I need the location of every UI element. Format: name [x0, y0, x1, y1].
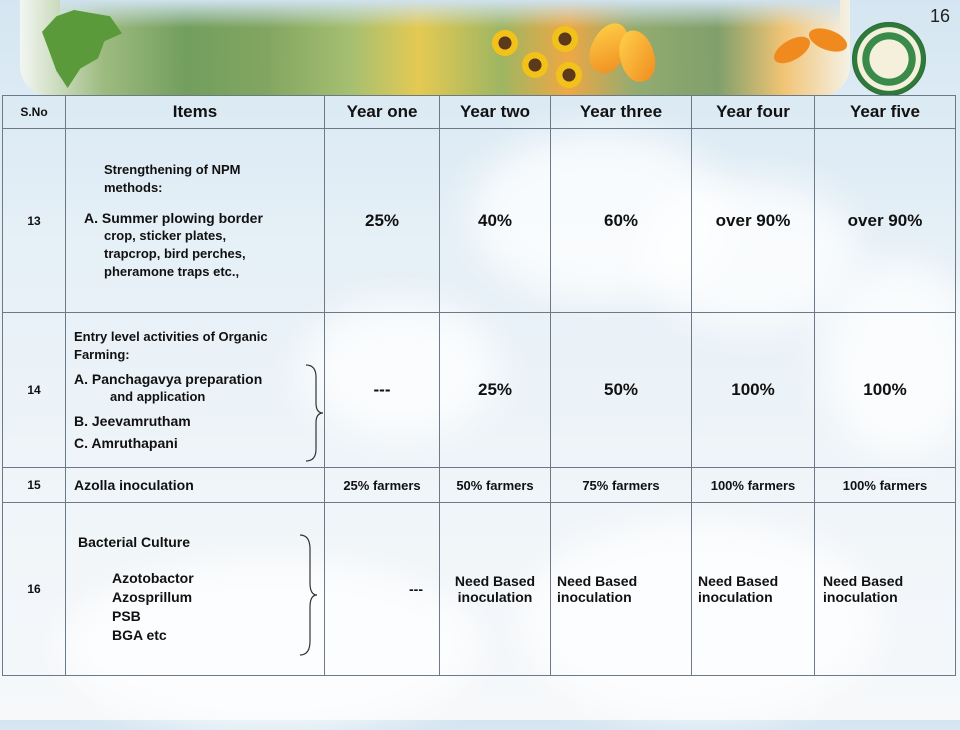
value-year-two: 40%	[439, 128, 551, 313]
table-row: 13 Strengthening of NPM methods: A. Summ…	[2, 128, 956, 313]
item-line: pheramone traps etc.,	[104, 263, 240, 279]
table-header-row: S.No Items Year one Year two Year three …	[2, 95, 956, 129]
column-header-year-three: Year three	[550, 95, 692, 129]
value-year-one: 25% farmers	[324, 467, 440, 503]
item-description: Bacterial Culture Azotobactor Azosprillu…	[65, 502, 325, 676]
value-year-five: 100% farmers	[814, 467, 956, 503]
table-row: 14 Entry level activities of Organic Far…	[2, 312, 956, 468]
value-year-two: 25%	[439, 312, 551, 468]
column-header-year-two: Year two	[439, 95, 551, 129]
sunflower-icon	[492, 30, 518, 56]
item-line: A. Summer plowing border	[84, 209, 263, 226]
item-line: C. Amruthapani	[74, 435, 178, 451]
item-line: trapcrop, bird perches,	[104, 245, 246, 261]
table-row: 16 Bacterial Culture Azotobactor Azospri…	[2, 502, 956, 676]
item-line: and application	[110, 389, 206, 404]
item-line: PSB	[112, 608, 141, 624]
value-year-five: over 90%	[814, 128, 956, 313]
curly-brace-icon	[299, 534, 318, 656]
five-year-plan-table: S.No Items Year one Year two Year three …	[2, 95, 956, 676]
value-year-four: Need Based inoculation	[691, 502, 815, 676]
table-row: 15 Azolla inoculation 25% farmers 50% fa…	[2, 467, 956, 503]
value-year-three: 60%	[550, 128, 692, 313]
value-year-three: 75% farmers	[550, 467, 692, 503]
item-intro: Entry level activities of Organic Farmin…	[74, 329, 268, 362]
sunflower-icon	[522, 52, 548, 78]
value-year-five: 100%	[814, 312, 956, 468]
value-year-four: over 90%	[691, 128, 815, 313]
row-number: 15	[2, 467, 66, 503]
row-number: 13	[2, 128, 66, 313]
value-year-one: 25%	[324, 128, 440, 313]
state-emblem-logo	[852, 22, 926, 96]
value-year-four: 100%	[691, 312, 815, 468]
item-intro: Strengthening of NPM methods:	[104, 161, 241, 195]
column-header-year-one: Year one	[324, 95, 440, 129]
value-year-two: Need Based inoculation	[439, 502, 551, 676]
column-header-year-five: Year five	[814, 95, 956, 129]
item-description: Entry level activities of Organic Farmin…	[65, 312, 325, 468]
item-line: Azosprillum	[112, 589, 193, 605]
sunflower-icon	[552, 26, 578, 52]
item-line: crop, sticker plates,	[104, 227, 227, 243]
value-year-three: 50%	[550, 312, 692, 468]
sunflower-icon	[556, 62, 582, 88]
item-line: B. Jeevamrutham	[74, 413, 191, 429]
banner-sky	[60, 0, 840, 28]
item-line: BGA etc	[112, 627, 167, 643]
curly-brace-icon	[305, 364, 324, 462]
value-year-one: ---	[324, 312, 440, 468]
item-line: A. Panchagavya preparation	[74, 371, 263, 387]
value-year-five: Need Based inoculation	[814, 502, 956, 676]
header-banner	[0, 0, 960, 98]
item-line: Azotobactor	[112, 570, 194, 586]
value-year-four: 100% farmers	[691, 467, 815, 503]
row-number: 14	[2, 312, 66, 468]
column-header-sno: S.No	[2, 95, 66, 129]
page-number: 16	[929, 6, 950, 26]
column-header-items: Items	[65, 95, 325, 129]
column-header-year-four: Year four	[691, 95, 815, 129]
value-year-two: 50% farmers	[439, 467, 551, 503]
item-intro: Azolla inoculation	[65, 467, 325, 503]
value-year-one: ---	[324, 502, 440, 676]
item-intro: Bacterial Culture	[78, 534, 191, 550]
value-year-three: Need Based inoculation	[550, 502, 692, 676]
item-description: Strengthening of NPM methods: A. Summer …	[65, 128, 325, 313]
row-number: 16	[2, 502, 66, 676]
